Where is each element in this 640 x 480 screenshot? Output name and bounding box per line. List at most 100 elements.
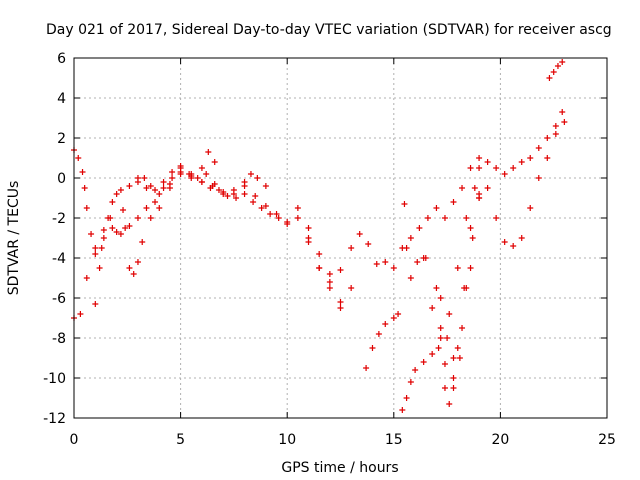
- data-point: [441, 215, 448, 221]
- data-point: [126, 223, 133, 229]
- data-point: [92, 245, 99, 251]
- series-s9: [401, 191, 483, 407]
- data-point: [273, 211, 280, 217]
- data-point: [156, 191, 163, 197]
- data-point: [316, 251, 323, 257]
- data-point: [546, 75, 553, 81]
- data-point: [98, 245, 105, 251]
- data-point: [224, 193, 231, 199]
- data-point: [535, 145, 542, 151]
- data-point: [262, 203, 269, 209]
- data-point: [305, 235, 312, 241]
- series-s6: [305, 225, 355, 305]
- data-point: [139, 239, 146, 245]
- data-point: [160, 179, 167, 185]
- series-s11: [437, 119, 568, 381]
- data-point: [326, 279, 333, 285]
- data-point: [100, 227, 107, 233]
- data-point: [476, 195, 483, 201]
- data-point: [501, 239, 508, 245]
- data-point: [316, 265, 323, 271]
- data-point: [122, 225, 129, 231]
- data-point: [375, 331, 382, 337]
- data-point: [105, 215, 112, 221]
- data-point: [463, 215, 470, 221]
- data-point: [559, 109, 566, 115]
- data-point: [450, 199, 457, 205]
- data-point: [267, 211, 274, 217]
- y-tick-label: 6: [57, 51, 66, 67]
- data-point: [437, 295, 444, 301]
- data-point: [211, 159, 218, 165]
- data-point: [252, 193, 259, 199]
- data-point: [420, 359, 427, 365]
- data-point: [390, 315, 397, 321]
- data-point: [544, 155, 551, 161]
- data-point: [441, 385, 448, 391]
- data-point: [230, 191, 237, 197]
- x-tick-label: 15: [385, 432, 403, 448]
- y-tick-label: -8: [52, 331, 66, 347]
- series-s8: [399, 165, 483, 413]
- axis-ticks: 0 5 10 15 20 25 -12 -10 -8 -6 -4 -2 0 2 4 6: [43, 51, 616, 448]
- data-point: [414, 259, 421, 265]
- data-point: [356, 231, 363, 237]
- data-point: [337, 267, 344, 273]
- data-point: [450, 375, 457, 381]
- data-point: [348, 245, 355, 251]
- y-tick-label: 2: [57, 131, 66, 147]
- x-axis-label: GPS time / hours: [281, 460, 398, 476]
- data-point: [83, 275, 90, 281]
- data-point: [365, 241, 372, 247]
- data-point: [399, 407, 406, 413]
- data-point: [348, 285, 355, 291]
- data-point: [373, 261, 380, 267]
- data-point: [188, 171, 195, 177]
- data-point: [467, 165, 474, 171]
- data-point: [510, 165, 517, 171]
- data-point: [194, 175, 201, 181]
- data-point: [77, 311, 84, 317]
- y-tick-label: 0: [57, 171, 66, 187]
- data-point: [437, 335, 444, 341]
- data-point: [166, 185, 173, 191]
- data-point: [554, 63, 561, 69]
- data-point: [401, 201, 408, 207]
- y-axis-label: SDTVAR / TECUs: [6, 181, 22, 296]
- data-point: [471, 185, 478, 191]
- data-point: [493, 215, 500, 221]
- data-point: [198, 179, 205, 185]
- data-point: [247, 171, 254, 177]
- series-s5: [294, 109, 566, 277]
- y-tick-label: -10: [43, 371, 66, 387]
- y-tick-label: -6: [52, 291, 66, 307]
- data-point: [109, 199, 116, 205]
- data-point: [120, 207, 127, 213]
- data-point: [134, 259, 141, 265]
- data-point: [88, 231, 95, 237]
- data-point: [527, 155, 534, 161]
- data-point: [337, 305, 344, 311]
- data-point: [205, 149, 212, 155]
- data-point: [450, 355, 457, 361]
- data-point: [510, 243, 517, 249]
- data-point: [441, 361, 448, 367]
- x-tick-label: 20: [491, 432, 509, 448]
- data-point: [113, 191, 120, 197]
- data-point: [198, 165, 205, 171]
- data-point: [527, 205, 534, 211]
- data-point: [143, 205, 150, 211]
- data-point: [363, 365, 370, 371]
- series-s12: [546, 59, 566, 81]
- data-point: [493, 165, 500, 171]
- data-point: [467, 225, 474, 231]
- data-point: [429, 351, 436, 357]
- data-point: [254, 175, 261, 181]
- data-point: [169, 175, 176, 181]
- data-point: [75, 155, 82, 161]
- data-point: [294, 205, 301, 211]
- data-point: [469, 235, 476, 241]
- data-point: [117, 187, 124, 193]
- data-point: [92, 301, 99, 307]
- data-point: [250, 199, 257, 205]
